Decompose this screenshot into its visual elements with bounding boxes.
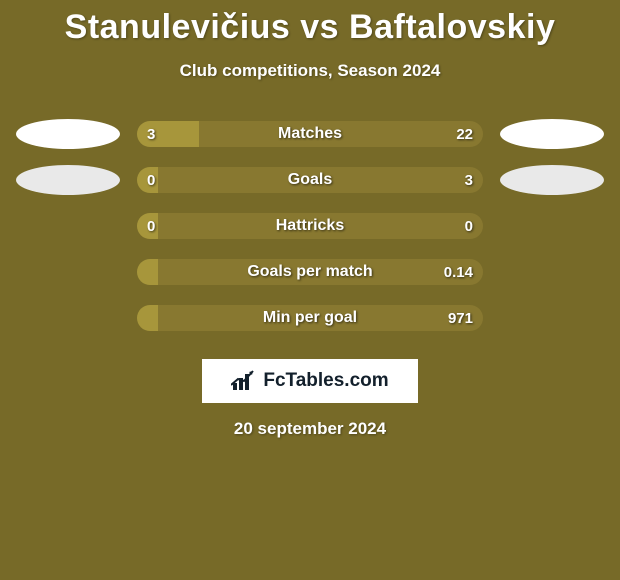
stat-value-right: 0 [465,213,473,239]
page-title: Stanulevičius vs Baftalovskiy [65,8,556,47]
stat-bar-right [158,259,483,285]
player-left-avatar [16,119,120,149]
stat-value-right: 0.14 [444,259,473,285]
stat-bar-left [137,259,158,285]
stat-bar: Min per goal971 [137,305,483,331]
stat-bar-right [158,305,483,331]
stat-bar: Matches322 [137,121,483,147]
stat-bar: Goals03 [137,167,483,193]
stat-bar-right [199,121,483,147]
page-subtitle: Club competitions, Season 2024 [180,61,441,81]
stat-row: Hattricks00 [10,213,610,239]
stat-bar: Goals per match0.14 [137,259,483,285]
stat-bar-right [158,213,483,239]
stat-row: Min per goal971 [10,305,610,331]
player-right-avatar [500,119,604,149]
stat-value-right: 3 [465,167,473,193]
stat-row: Matches322 [10,121,610,147]
stat-row: Goals03 [10,167,610,193]
stat-value-left: 3 [147,121,155,147]
stat-value-right: 971 [448,305,473,331]
stat-value-left: 0 [147,213,155,239]
stat-value-left: 0 [147,167,155,193]
stat-bar-right [158,167,483,193]
brand-badge: FcTables.com [202,359,418,403]
footer-date: 20 september 2024 [234,419,386,439]
stat-value-right: 22 [456,121,473,147]
stat-bar: Hattricks00 [137,213,483,239]
comparison-card: Stanulevičius vs Baftalovskiy Club compe… [0,0,620,439]
brand-chart-icon [231,370,257,392]
brand-name: FcTables.com [263,370,388,392]
player-right-avatar [500,165,604,195]
player-left-avatar [16,165,120,195]
stat-row: Goals per match0.14 [10,259,610,285]
stat-bar-left [137,305,158,331]
stats-list: Matches322Goals03Hattricks00Goals per ma… [0,121,620,351]
